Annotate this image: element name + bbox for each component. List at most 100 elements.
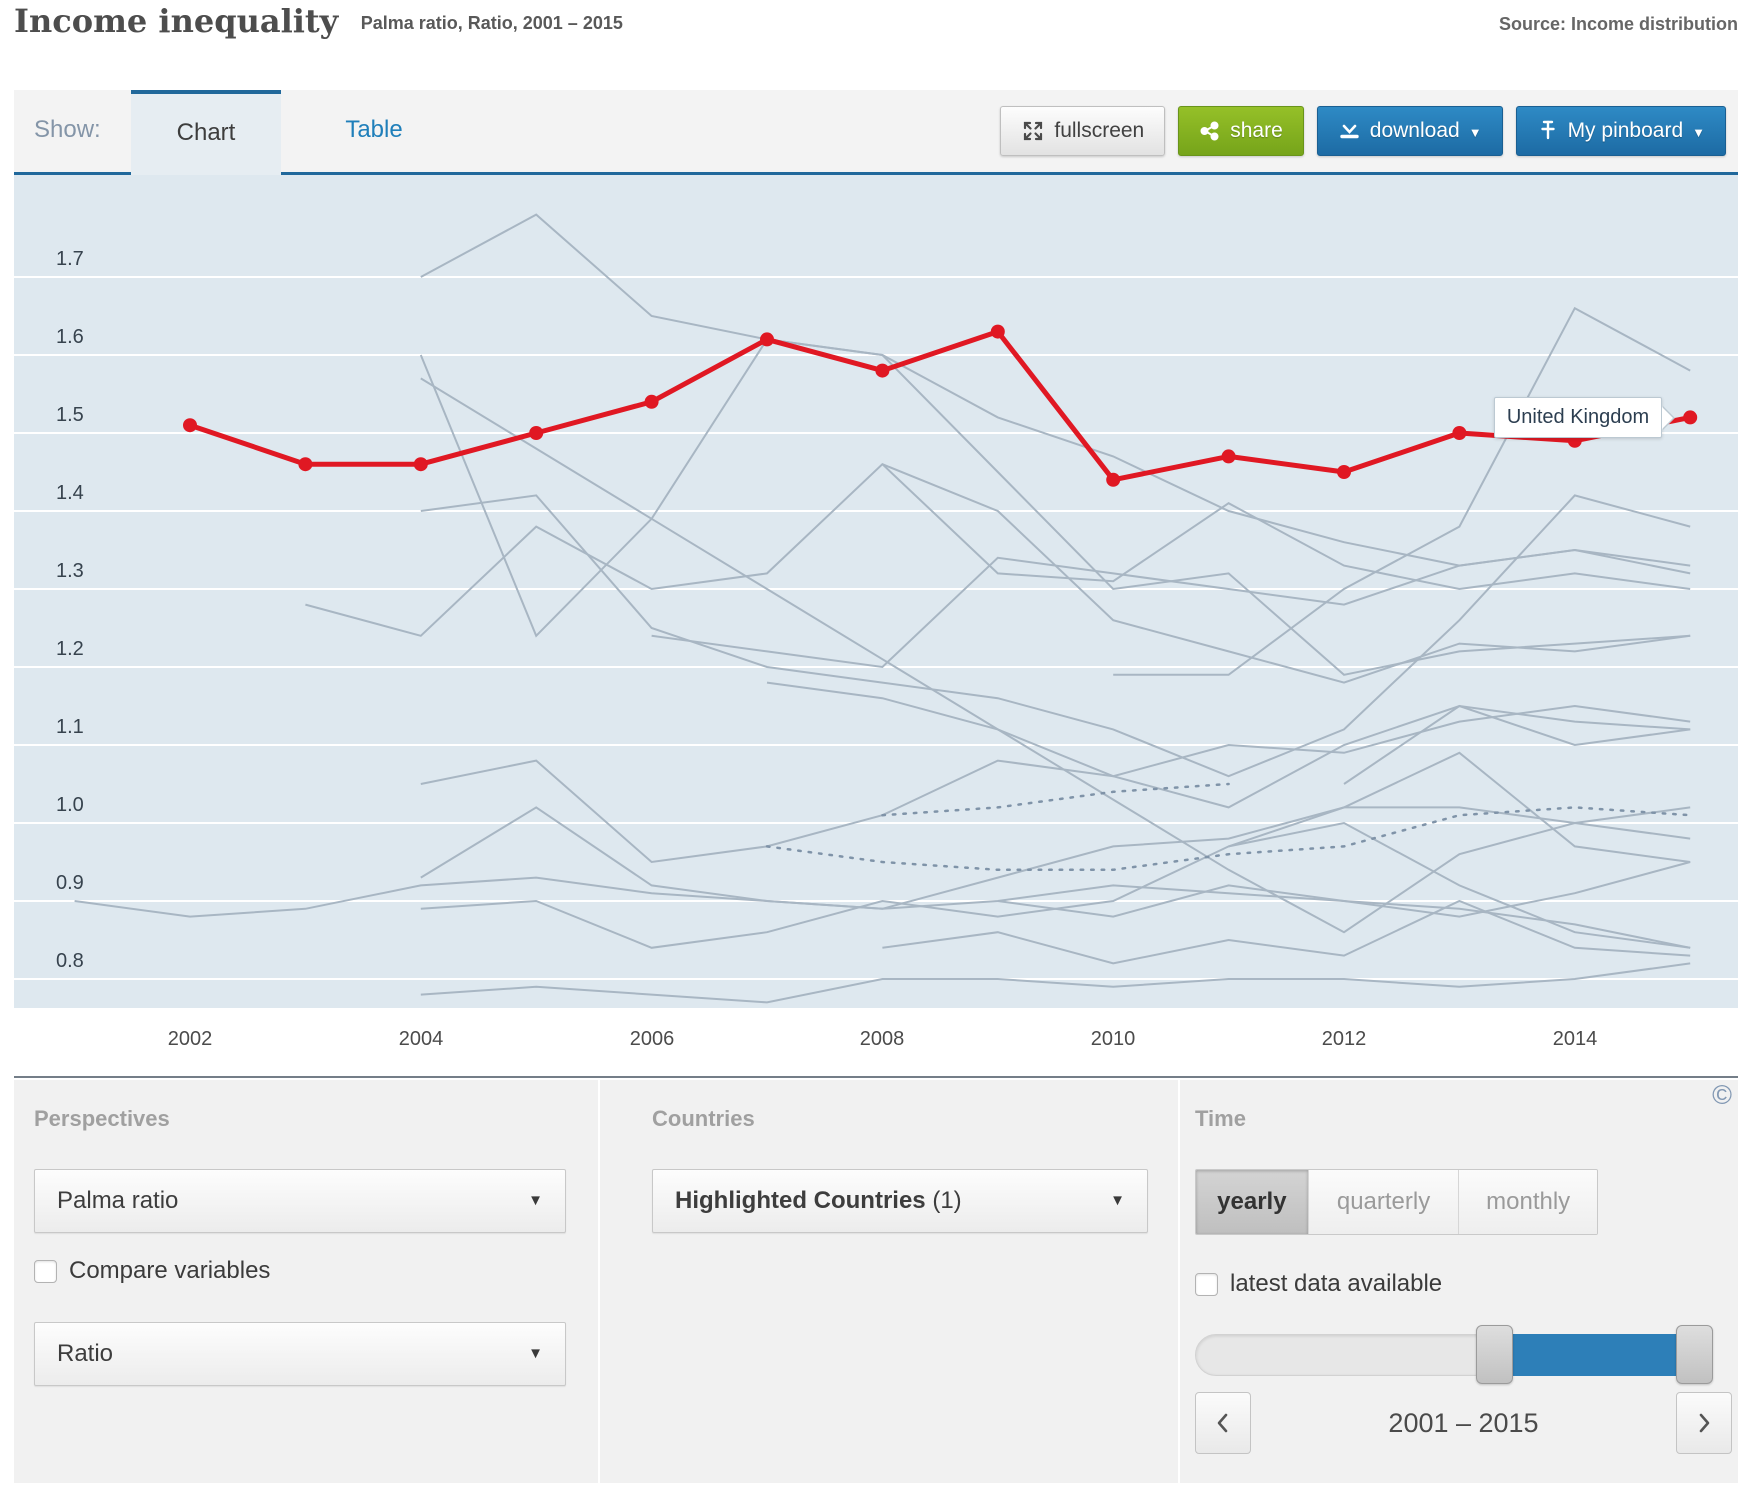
toolbar: Show: Chart Table fullscreen bbox=[14, 90, 1738, 175]
country-line bbox=[420, 962, 1691, 1004]
x-tick-label: 2006 bbox=[629, 1028, 675, 1050]
data-point[interactable] bbox=[183, 418, 197, 433]
country-line bbox=[1113, 306, 1691, 676]
country-line-dotted bbox=[765, 806, 1692, 872]
countries-heading: Countries bbox=[652, 1106, 755, 1131]
tab-chart[interactable]: Chart bbox=[131, 90, 281, 175]
country-line bbox=[420, 213, 1691, 567]
data-point[interactable] bbox=[1683, 410, 1698, 425]
data-point[interactable] bbox=[1452, 426, 1467, 440]
frequency-monthly-button[interactable]: monthly bbox=[1459, 1170, 1597, 1234]
x-axis: 2002 2004 2006 2008 2010 2012 2014 bbox=[14, 1008, 1738, 1078]
download-label: download bbox=[1369, 119, 1460, 142]
x-tick-label: 2014 bbox=[1552, 1028, 1598, 1050]
time-prev-button[interactable] bbox=[1195, 1392, 1251, 1454]
frequency-yearly-button[interactable]: yearly bbox=[1196, 1170, 1309, 1234]
y-tick-label: 1.7 bbox=[56, 248, 84, 270]
chart-canvas: 0.8 0.9 1.0 1.1 1.2 1.3 1.4 1.5 1.6 1.7 bbox=[14, 213, 1738, 1004]
slider-right-handle[interactable] bbox=[1675, 1325, 1713, 1384]
x-tick-label: 2002 bbox=[167, 1028, 213, 1050]
country-line bbox=[420, 377, 1691, 934]
chevron-left-icon bbox=[1217, 1413, 1228, 1433]
countries-section: Countries Highlighted Countries (1) ▼ bbox=[598, 1080, 1176, 1483]
time-range-label: 2001 – 2015 bbox=[1388, 1407, 1539, 1438]
y-tick-label: 1.2 bbox=[56, 638, 84, 660]
data-point[interactable] bbox=[1106, 472, 1121, 487]
perspective-dropdown[interactable]: Palma ratio ▼ bbox=[34, 1169, 566, 1233]
slider-selected-range[interactable] bbox=[1494, 1334, 1694, 1376]
slider-left-handle[interactable] bbox=[1476, 1325, 1514, 1384]
y-tick-label: 1.6 bbox=[56, 326, 84, 348]
line-chart[interactable]: 0.8 0.9 1.0 1.1 1.2 1.3 1.4 1.5 1.6 1.7 United Ki… bbox=[14, 175, 1738, 1008]
countries-dropdown-value: Highlighted Countries (1) bbox=[675, 1187, 962, 1214]
country-line bbox=[882, 899, 1691, 965]
y-tick-label: 1.1 bbox=[56, 716, 84, 738]
share-icon bbox=[1200, 121, 1219, 141]
share-label: share bbox=[1230, 119, 1283, 142]
source-label: Source: Income distribution bbox=[1498, 14, 1738, 34]
perspectives-section: Perspectives Palma ratio ▼ Compare varia… bbox=[14, 1080, 596, 1483]
page-title: Income inequality bbox=[14, 2, 339, 40]
countries-dropdown[interactable]: Highlighted Countries (1) ▼ bbox=[652, 1169, 1148, 1233]
perspectives-heading: Perspectives bbox=[34, 1106, 170, 1131]
unit-dropdown-value: Ratio bbox=[57, 1340, 114, 1367]
data-point[interactable] bbox=[644, 394, 659, 409]
compare-variables-row: Compare variables bbox=[34, 1257, 270, 1285]
country-line bbox=[881, 463, 1691, 591]
header: Income inequality Palma ratio, Ratio, 20… bbox=[14, 2, 1738, 54]
x-tick-label: 2008 bbox=[859, 1028, 905, 1050]
toolbar-buttons: fullscreen share bbox=[1000, 106, 1726, 156]
x-tick-label: 2010 bbox=[1090, 1028, 1136, 1050]
data-point[interactable] bbox=[1221, 449, 1236, 464]
time-next-button[interactable] bbox=[1676, 1392, 1732, 1454]
country-line bbox=[74, 876, 1691, 949]
compare-variables-checkbox[interactable] bbox=[34, 1259, 57, 1283]
pin-icon bbox=[1540, 120, 1555, 140]
country-line bbox=[420, 494, 1691, 778]
country-line bbox=[420, 751, 1691, 949]
compare-variables-label: Compare variables bbox=[69, 1257, 271, 1284]
y-tick-label: 1.3 bbox=[56, 560, 84, 582]
latest-data-row: latest data available bbox=[1195, 1270, 1442, 1298]
unit-dropdown-caret-icon: ▼ bbox=[528, 1345, 543, 1362]
country-line bbox=[766, 681, 1691, 809]
perspective-dropdown-caret-icon: ▼ bbox=[528, 1192, 543, 1209]
data-point[interactable] bbox=[990, 324, 1005, 339]
share-button[interactable]: share bbox=[1178, 106, 1304, 156]
tab-table[interactable]: Table bbox=[314, 90, 434, 172]
time-section: Time yearly quarterly monthly latest dat… bbox=[1178, 1080, 1738, 1483]
pinboard-button[interactable]: My pinboard ▼ bbox=[1515, 106, 1726, 156]
data-point[interactable] bbox=[529, 426, 544, 440]
country-line bbox=[1228, 821, 1691, 949]
data-point[interactable] bbox=[1337, 465, 1351, 479]
unit-dropdown[interactable]: Ratio ▼ bbox=[34, 1322, 566, 1386]
country-line bbox=[420, 806, 1691, 910]
download-icon bbox=[1340, 124, 1359, 138]
page-subtitle: Palma ratio, Ratio, 2001 – 2015 bbox=[360, 13, 623, 33]
tab-chart-label: Chart bbox=[176, 119, 236, 146]
y-tick-label: 1.4 bbox=[56, 482, 84, 504]
show-label: Show: bbox=[34, 116, 101, 143]
y-tick-label: 1.5 bbox=[56, 404, 84, 426]
x-tick-label: 2012 bbox=[1321, 1028, 1367, 1050]
data-point[interactable] bbox=[413, 457, 428, 472]
data-point[interactable] bbox=[875, 363, 890, 378]
country-line bbox=[1343, 704, 1691, 785]
copyright-icon[interactable]: © bbox=[1712, 1080, 1732, 1110]
fullscreen-button[interactable]: fullscreen bbox=[1000, 106, 1166, 156]
frequency-quarterly-button[interactable]: quarterly bbox=[1308, 1170, 1460, 1234]
fullscreen-label: fullscreen bbox=[1054, 119, 1145, 142]
chevron-right-icon bbox=[1699, 1413, 1710, 1433]
data-point[interactable] bbox=[760, 332, 774, 347]
frequency-toggle: yearly quarterly monthly bbox=[1195, 1169, 1598, 1235]
y-tick-label: 1.0 bbox=[56, 794, 84, 816]
pinboard-label: My pinboard bbox=[1567, 119, 1684, 142]
time-range-slider bbox=[1195, 1324, 1720, 1384]
download-button[interactable]: download ▼ bbox=[1316, 106, 1503, 156]
latest-data-label: latest data available bbox=[1230, 1270, 1443, 1297]
latest-data-checkbox[interactable] bbox=[1195, 1272, 1218, 1296]
country-line bbox=[305, 463, 1691, 684]
highlighted-series-line[interactable] bbox=[187, 329, 1693, 483]
data-point[interactable] bbox=[298, 457, 313, 472]
